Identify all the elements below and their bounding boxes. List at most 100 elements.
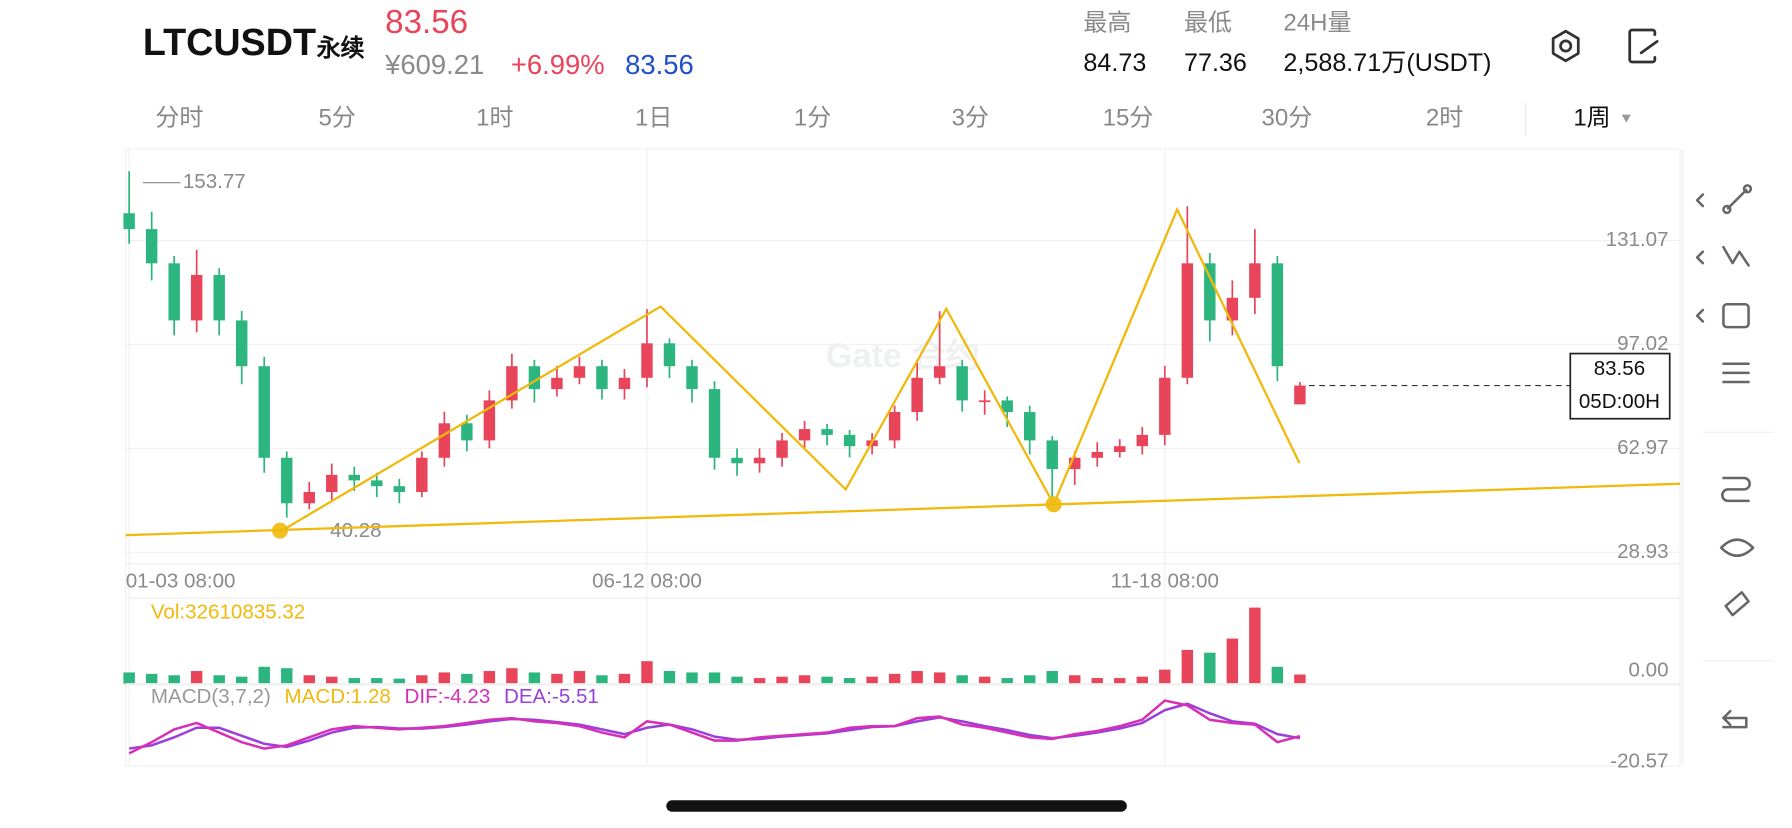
volume-bar (888, 673, 901, 684)
line-tool[interactable] (1722, 184, 1753, 215)
tab[interactable]: 3分 (952, 104, 989, 131)
volume-bar (1271, 666, 1284, 684)
dea-line (128, 702, 1301, 750)
y-tick-label: 131.07 (1606, 228, 1669, 251)
volume-bar (843, 678, 856, 684)
stats: 最高 84.73 最低 77.36 24H量 2,588.71万(USDT) (1083, 10, 1491, 77)
volume-bar (190, 671, 203, 684)
candle-body (1046, 440, 1058, 470)
candle-body (168, 263, 180, 321)
volume-bar (708, 672, 721, 684)
tab[interactable]: 30分 (1262, 104, 1313, 131)
volume-bar (1181, 649, 1194, 684)
volume-bar (1204, 652, 1216, 684)
candle-body (281, 457, 293, 504)
candle-body (843, 434, 856, 447)
wave-tool[interactable] (1722, 245, 1750, 267)
volume-bar (753, 678, 766, 684)
volume-bar (1091, 678, 1103, 684)
candle-body (483, 400, 496, 441)
volume-bar (1136, 676, 1148, 684)
eraser-tool[interactable] (1724, 591, 1750, 617)
sidebar (1695, 184, 1774, 729)
volume-bar (978, 676, 991, 684)
trend-line (125, 482, 1681, 537)
volume-tick-label: 0.00 (1629, 659, 1669, 682)
undo-tool[interactable] (1722, 709, 1748, 729)
volume-bar (528, 672, 541, 684)
dif-line (128, 699, 1301, 755)
volume-bar (686, 672, 698, 684)
stat-label: 最高 (1083, 10, 1131, 37)
stat-value: 84.73 (1083, 49, 1146, 77)
anchor-dot (1045, 496, 1062, 513)
tab[interactable]: 1日 (635, 104, 672, 131)
settings-tool[interactable] (1722, 362, 1750, 384)
x-tick-label: 11-18 08:00 (1111, 569, 1219, 592)
low-marker: 40.28 (330, 519, 381, 542)
stat-value: 77.36 (1184, 49, 1247, 77)
x-tick-label: 01-03 08:00 (126, 569, 236, 592)
candle-body (528, 366, 541, 390)
magnet-tool[interactable] (1721, 476, 1751, 503)
tab[interactable]: 1周 (1573, 104, 1610, 131)
visibility-tool[interactable] (1719, 538, 1755, 557)
stat-value: 2,588.71万(USDT) (1283, 49, 1491, 77)
volume-bar (776, 676, 788, 684)
y-tick-label: 28.93 (1617, 540, 1668, 563)
candle-body (506, 366, 518, 401)
candle-body (371, 480, 383, 487)
settings-icon[interactable] (1551, 29, 1580, 63)
candle-body (821, 429, 833, 435)
candle-body (731, 457, 743, 464)
tab[interactable]: 15分 (1103, 104, 1154, 131)
candle-body (933, 366, 946, 378)
volume-bar (1024, 675, 1036, 684)
volume-bar (393, 678, 406, 684)
candle-body (1114, 446, 1126, 452)
macd-label: MACD(3,7,2) (151, 685, 271, 708)
volume-bar (866, 676, 878, 684)
volume-bar (551, 673, 563, 684)
candle-body (145, 229, 158, 264)
macd-label: DIF:-4.23 (405, 685, 491, 708)
volume-bar (1046, 671, 1058, 684)
volume-bar (798, 675, 811, 684)
candle-body (303, 491, 315, 504)
price-tag: 83.56 (1594, 357, 1645, 380)
candle-body (663, 343, 676, 367)
y-tick-label: 97.02 (1617, 332, 1668, 355)
volume-bar (416, 675, 428, 684)
share-icon[interactable] (1628, 28, 1659, 64)
x-tick-label: 06-12 08:00 (592, 569, 702, 592)
tab[interactable]: 1分 (794, 104, 831, 131)
volume-bar (461, 673, 473, 684)
volume-bar (1294, 674, 1306, 684)
last-price: 83.56 (385, 4, 468, 41)
plot: Gate 合约 28.93 62.97 97.02 131.07 01-03 08:00 0… (123, 148, 1680, 773)
tab[interactable]: 2时 (1426, 104, 1463, 131)
volume-bar (123, 672, 135, 684)
volume-bar (641, 661, 653, 684)
drawings (125, 206, 1681, 537)
expand-arrows[interactable] (1695, 193, 1705, 323)
zigzag (279, 206, 1301, 533)
contract: 永续 (317, 34, 365, 62)
mark-price: 83.56 (625, 49, 694, 80)
y-tick-label: 62.97 (1617, 436, 1668, 459)
shape-tool[interactable] (1722, 303, 1750, 329)
tab[interactable]: 分时 (155, 104, 203, 131)
candle-body (956, 366, 968, 401)
volume-bar (821, 676, 833, 684)
stat-label: 最低 (1184, 10, 1232, 37)
volume-label: Vol:32610835.32 (151, 600, 305, 623)
volume-bar (168, 675, 180, 684)
candle-body (190, 274, 203, 321)
candle-body (911, 377, 923, 412)
volume-bar (483, 671, 496, 684)
tab[interactable]: 1时 (476, 104, 513, 131)
tab[interactable]: 5分 (318, 104, 355, 131)
macd-label: MACD:1.28 (285, 685, 391, 708)
